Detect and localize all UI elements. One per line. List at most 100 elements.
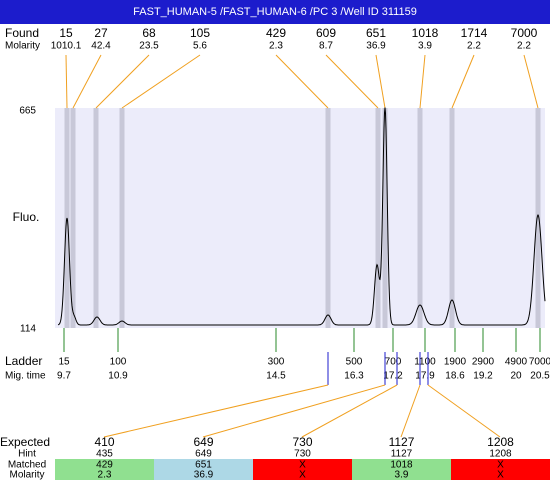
found-molarity: 8.7 (319, 41, 333, 52)
matched-label: Matched (8, 460, 46, 471)
peak-connector (375, 54, 386, 109)
peak-band (417, 108, 423, 328)
ladder-size: 2900 (472, 357, 495, 368)
expected-connector (202, 384, 386, 438)
found-molarity: 1010.1 (51, 41, 82, 52)
matched-size: 429 (96, 460, 113, 471)
hint-label: Hint (18, 449, 36, 460)
match-cell (352, 459, 451, 480)
peak-band (119, 108, 125, 328)
hint-size: 1208 (489, 449, 512, 460)
ladder-time: 18.6 (445, 371, 465, 382)
matched-size: X (497, 460, 504, 471)
peak-band (70, 108, 76, 328)
peak-connector (65, 54, 68, 109)
molarity-label: Molarity (5, 41, 40, 52)
ladder-size: 300 (268, 357, 285, 368)
expected-size: 410 (94, 435, 114, 449)
match-cell (253, 459, 352, 480)
found-size: 429 (266, 26, 286, 40)
expected-size: 1127 (389, 435, 415, 449)
expected-connector (103, 384, 329, 438)
y-min-label: 114 (20, 324, 36, 335)
peak-connector (72, 54, 102, 109)
ladder-size: 15 (58, 357, 70, 368)
ladder-label: Ladder (5, 354, 42, 368)
y-max-label: 665 (19, 106, 36, 117)
expected-connector (400, 384, 421, 438)
title-bar (0, 0, 550, 24)
matched-molarity: 36.9 (194, 470, 214, 480)
ladder-time: 20 (510, 371, 522, 382)
layer: 151010.12742.46823.51055.64292.36098.765… (51, 26, 550, 480)
ladder-size: 700 (385, 357, 402, 368)
ladder-time: 20.5 (530, 371, 550, 382)
hint-size: 649 (195, 449, 212, 460)
found-size: 15 (59, 26, 73, 40)
hint-size: 1127 (391, 449, 413, 460)
ladder-time: 14.5 (266, 371, 286, 382)
ladder-time: 10.9 (108, 371, 128, 382)
match-cell (55, 459, 154, 480)
found-molarity: 5.6 (193, 41, 207, 52)
peak-connector (523, 54, 539, 109)
found-size: 27 (94, 26, 108, 40)
found-molarity: 2.3 (269, 41, 283, 52)
matched-molarity: 3.9 (395, 470, 409, 480)
ladder-time: 17.9 (415, 371, 435, 382)
hint-size: 730 (294, 449, 311, 460)
peak-connector (275, 54, 329, 109)
expected-connector (301, 384, 398, 438)
found-size: 7000 (511, 26, 538, 40)
peak-connector (419, 54, 426, 109)
trace (57, 107, 546, 326)
row-molarity-label: Molarity (9, 470, 44, 480)
matched-size: 651 (195, 460, 212, 471)
peak-band (535, 108, 541, 328)
mig-time-label: Mig. time (5, 371, 46, 382)
matched-molarity: 2.3 (98, 470, 112, 480)
found-molarity: 2.2 (467, 41, 481, 52)
found-size: 1714 (461, 26, 488, 40)
found-molarity: 3.9 (418, 41, 432, 52)
ladder-size: 1100 (414, 357, 436, 368)
ladder-time: 16.3 (344, 371, 364, 382)
expected-size: 1208 (487, 435, 514, 449)
expected-connector (427, 384, 501, 438)
match-cell (154, 459, 253, 480)
found-molarity: 36.9 (366, 41, 386, 52)
ladder-time: 19.2 (473, 371, 493, 382)
ladder-size: 100 (110, 357, 127, 368)
peak-band (449, 108, 455, 328)
peak-band (382, 108, 388, 328)
matched-molarity: X (497, 470, 504, 480)
peak-band (93, 108, 99, 328)
ladder-size: 7000 (529, 357, 550, 368)
title: FAST_HUMAN-5 /FAST_HUMAN-6 /PC 3 /Well I… (133, 6, 417, 18)
matched-molarity: X (299, 470, 306, 480)
found-size: 609 (316, 26, 336, 40)
plot-area (55, 108, 545, 328)
found-size: 1018 (412, 26, 439, 40)
hint-size: 435 (96, 449, 113, 460)
peak-connector (325, 54, 379, 109)
found-molarity: 42.4 (91, 41, 111, 52)
y-axis-label: Fluo. (13, 210, 40, 224)
peak-connector (121, 54, 201, 109)
found-molarity: 23.5 (139, 41, 159, 52)
expected-label: Expected (0, 435, 50, 449)
found-size: 68 (142, 26, 156, 40)
ladder-size: 500 (346, 357, 363, 368)
matched-size: 1018 (390, 460, 413, 471)
found-label: Found (5, 26, 39, 40)
found-molarity: 2.2 (517, 41, 531, 52)
found-size: 651 (366, 26, 386, 40)
peak-connector (451, 54, 475, 109)
found-size: 105 (190, 26, 210, 40)
expected-size: 649 (193, 435, 213, 449)
ladder-time: 9.7 (57, 371, 71, 382)
ladder-size: 1900 (444, 357, 467, 368)
peak-band (325, 108, 331, 328)
match-cell (451, 459, 550, 480)
